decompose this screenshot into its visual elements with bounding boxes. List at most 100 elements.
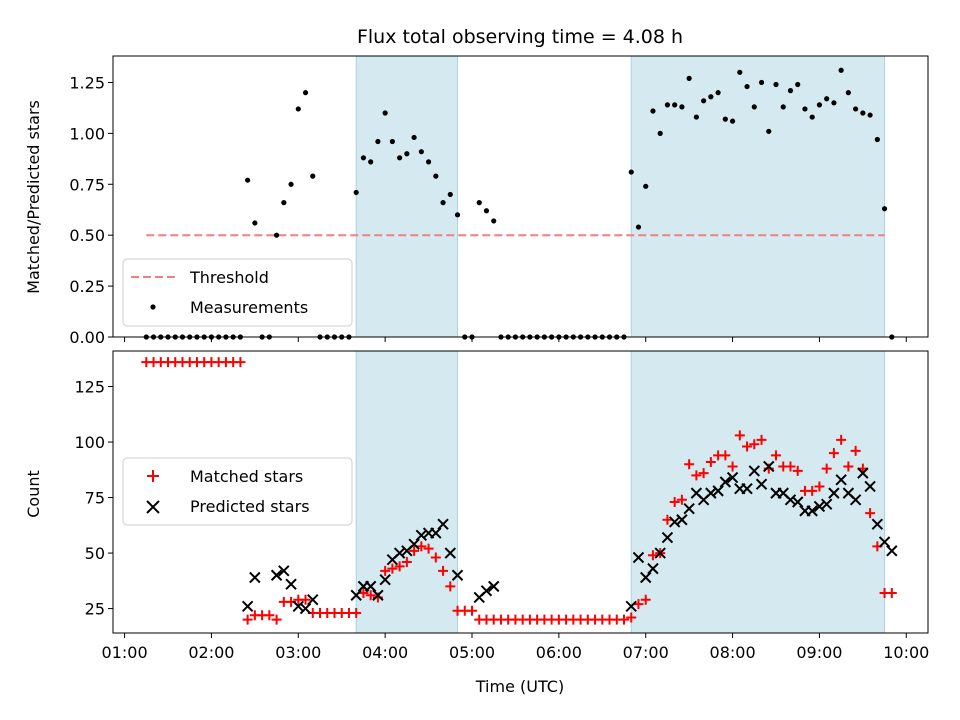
measurement-point [635,224,642,230]
measurement-point [360,155,367,161]
measurement-point [281,200,287,206]
y-tick-label: 0.00 [69,328,105,347]
matched-star-point [365,590,376,601]
legend-threshold-label: Threshold [189,268,269,287]
y-tick-label: 0.50 [69,226,105,245]
measurement-point [751,104,757,110]
x-tick-label: 05:00 [449,643,495,662]
measurement-point [867,112,873,118]
y-tick-label: 1.00 [69,124,105,143]
matched-star-point [727,461,738,472]
predicted-star-point [835,474,847,486]
y-tick-label: 1.25 [69,73,105,92]
measurement-point [454,212,461,218]
y-tick-label: 0.25 [69,277,105,296]
matched-star-point [676,494,687,505]
measurement-point [353,189,359,196]
matched-star-point [409,545,420,556]
matched-star-point [264,610,275,621]
top-y-axis-label: Matched/Predicted stars [24,100,43,294]
matched-star-point [734,430,745,441]
x-axis-label: Time (UTC) [475,677,564,696]
matched-star-point [814,481,825,492]
x-tick-label: 04:00 [362,643,408,662]
matched-star-point [235,357,246,368]
bottom-y-axis-label: Count [24,470,43,518]
measurement-point [758,79,765,86]
predicted-star-point [683,502,695,515]
measurement-point [252,220,258,226]
measurement-point [824,96,830,102]
measurement-point [657,130,663,136]
measurement-point [664,102,671,108]
measurement-point [375,138,381,145]
measurement-point [693,114,699,120]
predicted-star-point [813,500,826,513]
x-tick-label: 09:00 [796,643,842,662]
predicted-star-point [806,505,818,517]
measurement-point [729,118,736,124]
matched-star-point [423,543,434,554]
measurement-point [295,106,301,112]
x-tick-label: 02:00 [188,643,234,662]
predicted-star-point [741,482,753,495]
matched-star-point [669,496,680,507]
matched-star-point [807,485,818,496]
legend-measurement-swatch [150,304,156,310]
predicted-star-point [379,574,391,586]
predicted-star-point [719,476,732,488]
predicted-star-point [408,538,420,550]
predicted-star-point [712,485,724,497]
predicted-star-point [705,487,717,499]
measurement-point [874,136,880,143]
predicted-star-point [430,527,442,539]
series-matched-stars [141,357,897,625]
measurement-point [425,159,432,165]
matched-star-point [271,614,282,625]
predicted-star-point [784,494,797,506]
chart-title: Flux total observing time = 4.08 h [357,26,683,48]
measurement-point [831,100,837,106]
matched-star-point [850,445,861,456]
matched-star-point [430,552,441,563]
measurement-point [737,69,743,75]
matched-star-point [756,434,767,445]
measurement-point [809,114,815,120]
predicted-star-point [748,465,760,477]
measurement-point [650,108,656,114]
predicted-star-point [415,529,428,542]
measurement-point [302,90,309,96]
predicted-star-point [307,593,319,606]
matched-star-point [684,459,695,470]
measurement-point [845,90,851,96]
matched-star-point [416,541,427,552]
matched-star-point [619,614,630,625]
matched-star-point [886,588,897,599]
x-tick-label: 06:00 [536,643,582,662]
predicted-star-point [270,569,283,581]
matched-star-point [828,448,839,459]
axes-frame [112,350,929,634]
measurement-point [389,138,395,145]
predicted-star-point [292,600,305,613]
measurement-point [310,173,316,179]
matched-star-point [242,614,253,625]
predicted-star-point [857,467,869,479]
matched-star-point [698,468,709,479]
predicted-star-point [878,536,891,548]
predicted-star-point [451,569,464,581]
predicted-star-point [755,478,768,490]
y-tick-label: 50 [85,544,105,563]
measurement-point [816,102,823,108]
legend-measurement-label: Measurements [190,298,308,317]
predicted-star-point [632,551,645,564]
predicted-star-point [871,518,884,530]
measurement-point [397,155,403,161]
matched-star-point [771,450,782,461]
measurement-point [404,151,410,157]
y-tick-label: 0.75 [69,175,105,194]
predicted-star-point [828,487,840,499]
x-tick-label: 10:00 [883,643,929,662]
measurement-point [672,102,678,108]
